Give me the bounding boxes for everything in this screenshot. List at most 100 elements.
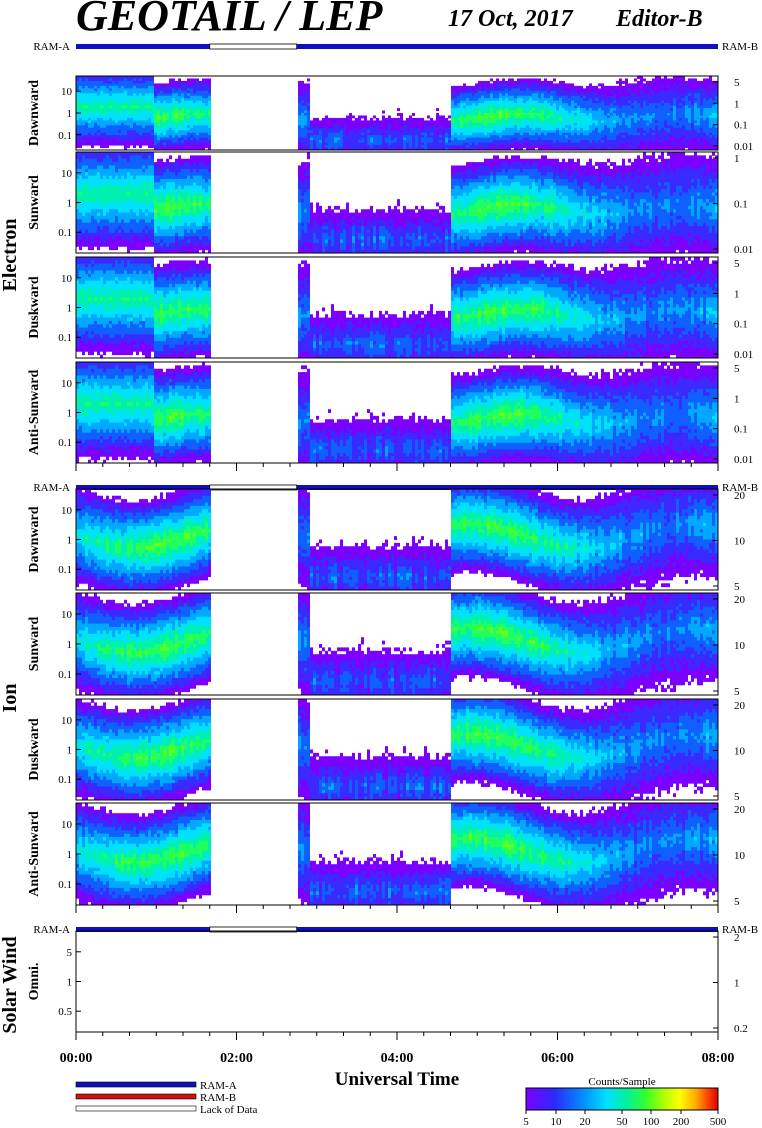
y2-tick-label: 10	[734, 850, 746, 862]
panel-name: Sunward	[27, 175, 42, 230]
panel-dawnward: Dawnward 10 1 0.1 20 10 5	[27, 488, 746, 593]
panel-name: Duskward	[27, 718, 42, 780]
y-tick-label: 1	[67, 408, 73, 420]
y-tick-label: 10	[61, 715, 73, 727]
y2-tick-label: 5	[734, 77, 740, 89]
colorbar-tick-label: 5	[523, 1116, 529, 1128]
y2-tick-label: 10	[734, 536, 746, 548]
ram-status-bar	[76, 43, 718, 50]
time-ticks	[75, 1032, 719, 1040]
legend-item: RAM-B	[75, 1092, 236, 1104]
y2-tick-label: 0.1	[734, 199, 748, 211]
y2-tick-label: 0.01	[734, 141, 753, 153]
panel-dawnward: Dawnward 10 1 0.1 5 1 0.1 0.01	[27, 75, 753, 153]
time-ticks	[75, 905, 719, 913]
y2-tick-label: 0.1	[734, 120, 748, 132]
panel-name: Anti-Sunward	[27, 370, 42, 456]
y2-tick-label: 0.1	[734, 319, 748, 331]
y2-tick-label: 1	[734, 288, 740, 300]
y2-tick-label: 0.01	[734, 349, 753, 361]
y-tick-label: 5	[67, 947, 73, 959]
colorbar-tick-label: 200	[673, 1116, 690, 1128]
y-tick-label: 1	[67, 198, 73, 210]
date-label: 17 Oct, 2017	[448, 6, 574, 32]
y-tick-label: 0.1	[58, 564, 72, 576]
y-tick-label: 1	[67, 639, 73, 651]
colorbar-tick-label: 500	[710, 1116, 727, 1128]
y-tick-label: 10	[61, 819, 73, 831]
y2-tick-label: 1	[734, 98, 740, 110]
legend-label: RAM-B	[200, 1092, 236, 1104]
colorbar-tick-label: 20	[580, 1116, 592, 1128]
ram-status-bar	[76, 484, 718, 491]
panel-name: Duskward	[27, 276, 42, 338]
colorbar-tick-label: 50	[617, 1116, 629, 1128]
x-axis-label: Universal Time	[335, 1069, 459, 1090]
panel-duskward: Duskward 10 1 0.1 20 10 5	[27, 698, 746, 803]
ram-a-label: RAM-A	[33, 482, 70, 494]
y2-tick-label: 10	[734, 640, 746, 652]
y2-tick-label: 5	[734, 581, 740, 593]
y-tick-label: 10	[61, 168, 73, 180]
y2-tick-label: 1	[734, 978, 740, 990]
y2-tick-label: 20	[734, 804, 746, 816]
species-label-solar-wind: Solar Wind	[0, 936, 21, 1033]
legend-item: Lack of Data	[75, 1104, 258, 1116]
legend-label: Lack of Data	[200, 1104, 258, 1116]
y-tick-label: 1	[67, 535, 73, 547]
y-tick-label: 10	[61, 505, 73, 517]
colorbar-tick-label: 10	[551, 1116, 563, 1128]
y-tick-label: 0.1	[58, 130, 72, 142]
y2-tick-label: 0.01	[734, 244, 753, 256]
y2-tick-label: 10	[734, 746, 746, 758]
y-tick-label: 1	[67, 745, 73, 757]
species-label-ion: Ion	[0, 684, 21, 713]
legend-label: RAM-A	[200, 1080, 237, 1092]
x-tick-label: 04:00	[381, 1051, 414, 1066]
panel-name: Anti-Sunward	[27, 811, 42, 897]
y-tick-label: 10	[61, 273, 73, 285]
instrument-title: GEOTAIL / LEP	[76, 0, 384, 40]
colorbar	[525, 1087, 719, 1111]
y2-tick-label: 0.2	[734, 1023, 748, 1035]
colorbar-tick-label: 100	[643, 1116, 660, 1128]
panel-name: Dawnward	[27, 506, 42, 572]
ram-b-label: RAM-B	[722, 924, 758, 936]
y-tick-label: 0.1	[58, 879, 72, 891]
y2-tick-label: 0.01	[734, 454, 753, 466]
y-tick-label: 0.1	[58, 669, 72, 681]
ram-a-label: RAM-A	[33, 924, 70, 936]
y2-tick-label: 5	[734, 686, 740, 698]
panel-group-solar-wind: RAM-A RAM-B Omni. 5 1 0.5 2 1 0.2	[27, 924, 758, 1040]
y2-tick-label: 5	[734, 791, 740, 803]
colorbar-title: Counts/Sample	[588, 1076, 655, 1088]
y2-tick-label: 1	[734, 393, 740, 405]
y2-tick-label: 2	[734, 932, 740, 944]
y-tick-label: 0.1	[58, 774, 72, 786]
ram-b-label: RAM-B	[722, 41, 758, 53]
legend-item: RAM-A	[75, 1080, 237, 1092]
y2-tick-label: 1	[734, 153, 740, 165]
y2-tick-label: 5	[734, 258, 740, 270]
y-tick-label: 1	[67, 849, 73, 861]
y2-tick-label: 5	[734, 363, 740, 375]
y-tick-label: 1	[67, 108, 73, 120]
species-label-electron: Electron	[0, 219, 21, 292]
x-tick-label: 02:00	[220, 1051, 253, 1066]
y-tick-label: 0.1	[58, 437, 72, 449]
edition-label: Editor-B	[615, 6, 703, 32]
y-tick-label: 0.1	[58, 227, 72, 239]
y-tick-label: 10	[61, 86, 73, 98]
y-tick-label: 0.1	[58, 332, 72, 344]
y2-tick-label: 20	[734, 594, 746, 606]
ram-a-label: RAM-A	[33, 41, 70, 53]
panel-anti-sunward: Anti-Sunward 10 1 0.1 20 10 5	[27, 802, 746, 908]
panel-sunward: Sunward 10 1 0.1 1 0.1 0.01	[27, 151, 753, 256]
panel-name: Sunward	[27, 617, 42, 672]
y2-tick-label: 20	[734, 490, 746, 502]
y-tick-label: 10	[61, 378, 73, 390]
panel-sunward: Sunward 10 1 0.1 20 10 5	[27, 592, 746, 698]
ram-b-label: RAM-B	[722, 482, 758, 494]
